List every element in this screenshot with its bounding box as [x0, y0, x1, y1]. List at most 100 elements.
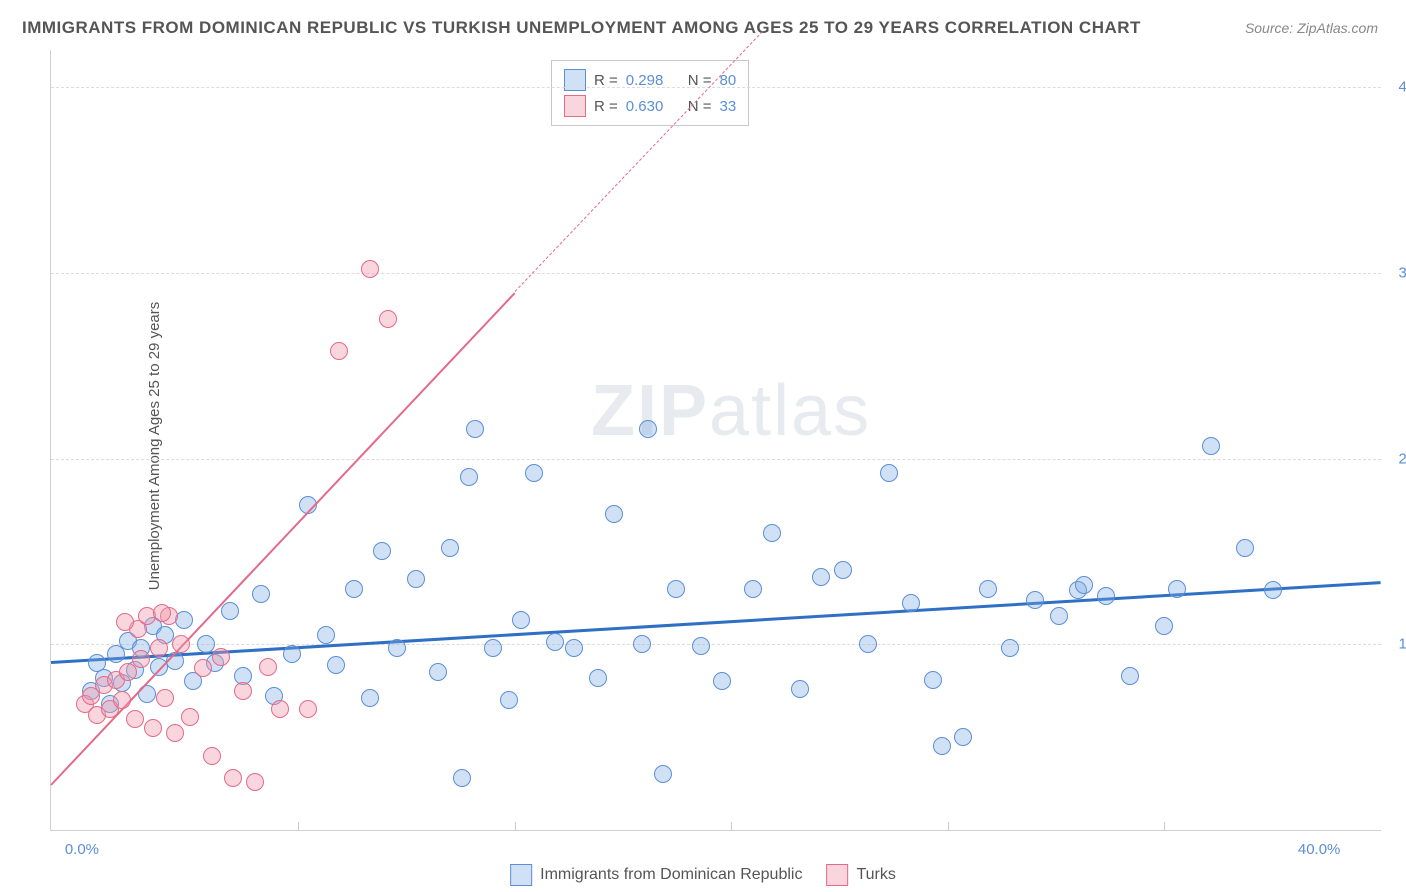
data-point: [1202, 437, 1220, 455]
data-point: [361, 689, 379, 707]
gridline-h: [51, 273, 1381, 274]
data-point: [453, 769, 471, 787]
data-point: [144, 719, 162, 737]
data-point: [1236, 539, 1254, 557]
data-point: [407, 570, 425, 588]
data-point: [525, 464, 543, 482]
y-tick-label: 40.0%: [1398, 79, 1406, 96]
data-point: [1155, 617, 1173, 635]
data-point: [605, 505, 623, 523]
data-point: [902, 594, 920, 612]
data-point: [1075, 576, 1093, 594]
legend-swatch: [826, 864, 848, 886]
data-point: [361, 260, 379, 278]
legend-n-label: N =: [688, 72, 712, 89]
data-point: [589, 669, 607, 687]
data-point: [744, 580, 762, 598]
data-point: [484, 639, 502, 657]
legend-r-label: R =: [594, 98, 618, 115]
data-point: [466, 420, 484, 438]
source-label: Source: ZipAtlas.com: [1245, 20, 1378, 36]
series-legend-item: Immigrants from Dominican Republic: [510, 864, 802, 886]
x-tick-label: 40.0%: [1298, 841, 1341, 858]
data-point: [373, 542, 391, 560]
data-point: [166, 724, 184, 742]
gridline-h: [51, 87, 1381, 88]
legend-r-value: 0.630: [626, 98, 680, 115]
data-point: [113, 691, 131, 709]
gridline-h: [51, 644, 1381, 645]
legend-r-label: R =: [594, 72, 618, 89]
scatter-plot: ZIPatlas R =0.298N =80R =0.630N =33 10.0…: [50, 50, 1381, 831]
x-minor-tick: [515, 822, 516, 830]
data-point: [812, 568, 830, 586]
data-point: [299, 700, 317, 718]
data-point: [132, 650, 150, 668]
legend-row: R =0.630N =33: [564, 93, 736, 119]
data-point: [954, 728, 972, 746]
data-point: [763, 524, 781, 542]
gridline-h: [51, 459, 1381, 460]
data-point: [546, 633, 564, 651]
legend-n-value: 33: [720, 98, 737, 115]
data-point: [933, 737, 951, 755]
x-tick-label: 0.0%: [65, 841, 99, 858]
legend-swatch: [510, 864, 532, 886]
data-point: [1050, 607, 1068, 625]
data-point: [317, 626, 335, 644]
data-point: [221, 602, 239, 620]
series-legend: Immigrants from Dominican Republic Turks: [510, 864, 896, 886]
legend-row: R =0.298N =80: [564, 67, 736, 93]
x-minor-tick: [298, 822, 299, 830]
data-point: [441, 539, 459, 557]
data-point: [1026, 591, 1044, 609]
x-minor-tick: [731, 822, 732, 830]
data-point: [153, 604, 171, 622]
y-tick-label: 10.0%: [1398, 636, 1406, 653]
data-point: [512, 611, 530, 629]
data-point: [259, 658, 277, 676]
data-point: [246, 773, 264, 791]
data-point: [859, 635, 877, 653]
data-point: [460, 468, 478, 486]
y-tick-label: 20.0%: [1398, 450, 1406, 467]
data-point: [181, 708, 199, 726]
data-point: [327, 656, 345, 674]
data-point: [880, 464, 898, 482]
data-point: [633, 635, 651, 653]
series-name: Immigrants from Dominican Republic: [540, 866, 802, 884]
data-point: [979, 580, 997, 598]
data-point: [212, 648, 230, 666]
data-point: [156, 689, 174, 707]
data-point: [271, 700, 289, 718]
data-point: [116, 613, 134, 631]
data-point: [234, 682, 252, 700]
data-point: [1264, 581, 1282, 599]
data-point: [203, 747, 221, 765]
series-name: Turks: [856, 866, 895, 884]
data-point: [388, 639, 406, 657]
data-point: [565, 639, 583, 657]
data-point: [667, 580, 685, 598]
data-point: [150, 639, 168, 657]
data-point: [345, 580, 363, 598]
data-point: [252, 585, 270, 603]
data-point: [924, 671, 942, 689]
data-point: [1001, 639, 1019, 657]
data-point: [224, 769, 242, 787]
data-point: [330, 342, 348, 360]
data-point: [172, 635, 190, 653]
watermark: ZIPatlas: [591, 370, 871, 452]
data-point: [713, 672, 731, 690]
data-point: [175, 611, 193, 629]
data-point: [500, 691, 518, 709]
data-point: [194, 659, 212, 677]
data-point: [791, 680, 809, 698]
data-point: [834, 561, 852, 579]
legend-swatch: [564, 95, 586, 117]
data-point: [1168, 580, 1186, 598]
data-point: [1097, 587, 1115, 605]
data-point: [197, 635, 215, 653]
chart-title: IMMIGRANTS FROM DOMINICAN REPUBLIC VS TU…: [22, 18, 1141, 38]
data-point: [126, 710, 144, 728]
